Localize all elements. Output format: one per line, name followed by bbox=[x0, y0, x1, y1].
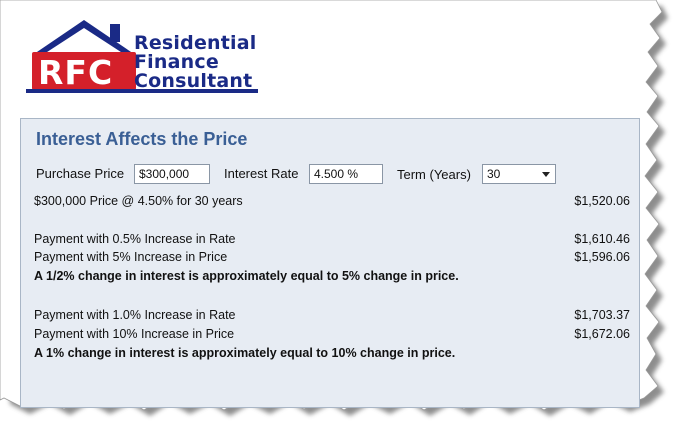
term-select[interactable]: 30 bbox=[482, 164, 556, 184]
conclusion-row: A 1% change in interest is approximately… bbox=[34, 346, 630, 362]
conclusion-text: A 1/2% change in interest is approximate… bbox=[34, 269, 459, 283]
interest-rate-input[interactable]: 4.500 % bbox=[309, 164, 383, 184]
summary-row: $300,000 Price @ 4.50% for 30 years $1,5… bbox=[34, 194, 630, 210]
logo-line: Residential bbox=[134, 32, 257, 54]
result-label: Payment with 5% Increase in Price bbox=[34, 250, 228, 264]
result-row: Payment with 0.5% Increase in Rate $1,61… bbox=[34, 232, 630, 248]
summary-value: $1,520.06 bbox=[574, 194, 630, 208]
house-logo-icon: RFC bbox=[32, 20, 136, 92]
result-value: $1,596.06 bbox=[574, 250, 630, 264]
company-logo: RFC bbox=[26, 14, 262, 94]
calculator-panel: Interest Affects the Price Purchase Pric… bbox=[20, 118, 640, 408]
term-label: Term (Years) bbox=[397, 167, 471, 182]
result-value: $1,610.46 bbox=[574, 232, 630, 246]
result-row: Payment with 10% Increase in Price $1,67… bbox=[34, 327, 630, 343]
purchase-price-label: Purchase Price bbox=[36, 166, 125, 181]
chevron-down-icon[interactable] bbox=[542, 172, 550, 177]
result-label: Payment with 10% Increase in Price bbox=[34, 327, 235, 341]
result-label: Payment with 0.5% Increase in Rate bbox=[34, 232, 236, 246]
logo-line: Finance bbox=[134, 51, 219, 73]
purchase-price-input[interactable]: $300,000 bbox=[134, 164, 210, 184]
logo-underline bbox=[26, 89, 258, 93]
logo-mark: RFC bbox=[38, 53, 113, 92]
result-row: Payment with 1.0% Increase in Rate $1,70… bbox=[34, 308, 630, 324]
result-value: $1,672.06 bbox=[574, 327, 630, 341]
panel-title: Interest Affects the Price bbox=[36, 129, 248, 149]
result-row: Payment with 5% Increase in Price $1,596… bbox=[34, 250, 630, 266]
logo-line: Consultant bbox=[134, 70, 253, 92]
interest-rate-label: Interest Rate bbox=[224, 166, 299, 181]
conclusion-text: A 1% change in interest is approximately… bbox=[34, 346, 456, 360]
result-value: $1,703.37 bbox=[574, 308, 630, 322]
result-label: Payment with 1.0% Increase in Rate bbox=[34, 308, 236, 322]
summary-label: $300,000 Price @ 4.50% for 30 years bbox=[34, 194, 243, 208]
conclusion-row: A 1/2% change in interest is approximate… bbox=[34, 269, 630, 285]
term-select-value: 30 bbox=[487, 167, 501, 181]
logo-wordmark: Residential Finance Consultant bbox=[134, 34, 256, 91]
